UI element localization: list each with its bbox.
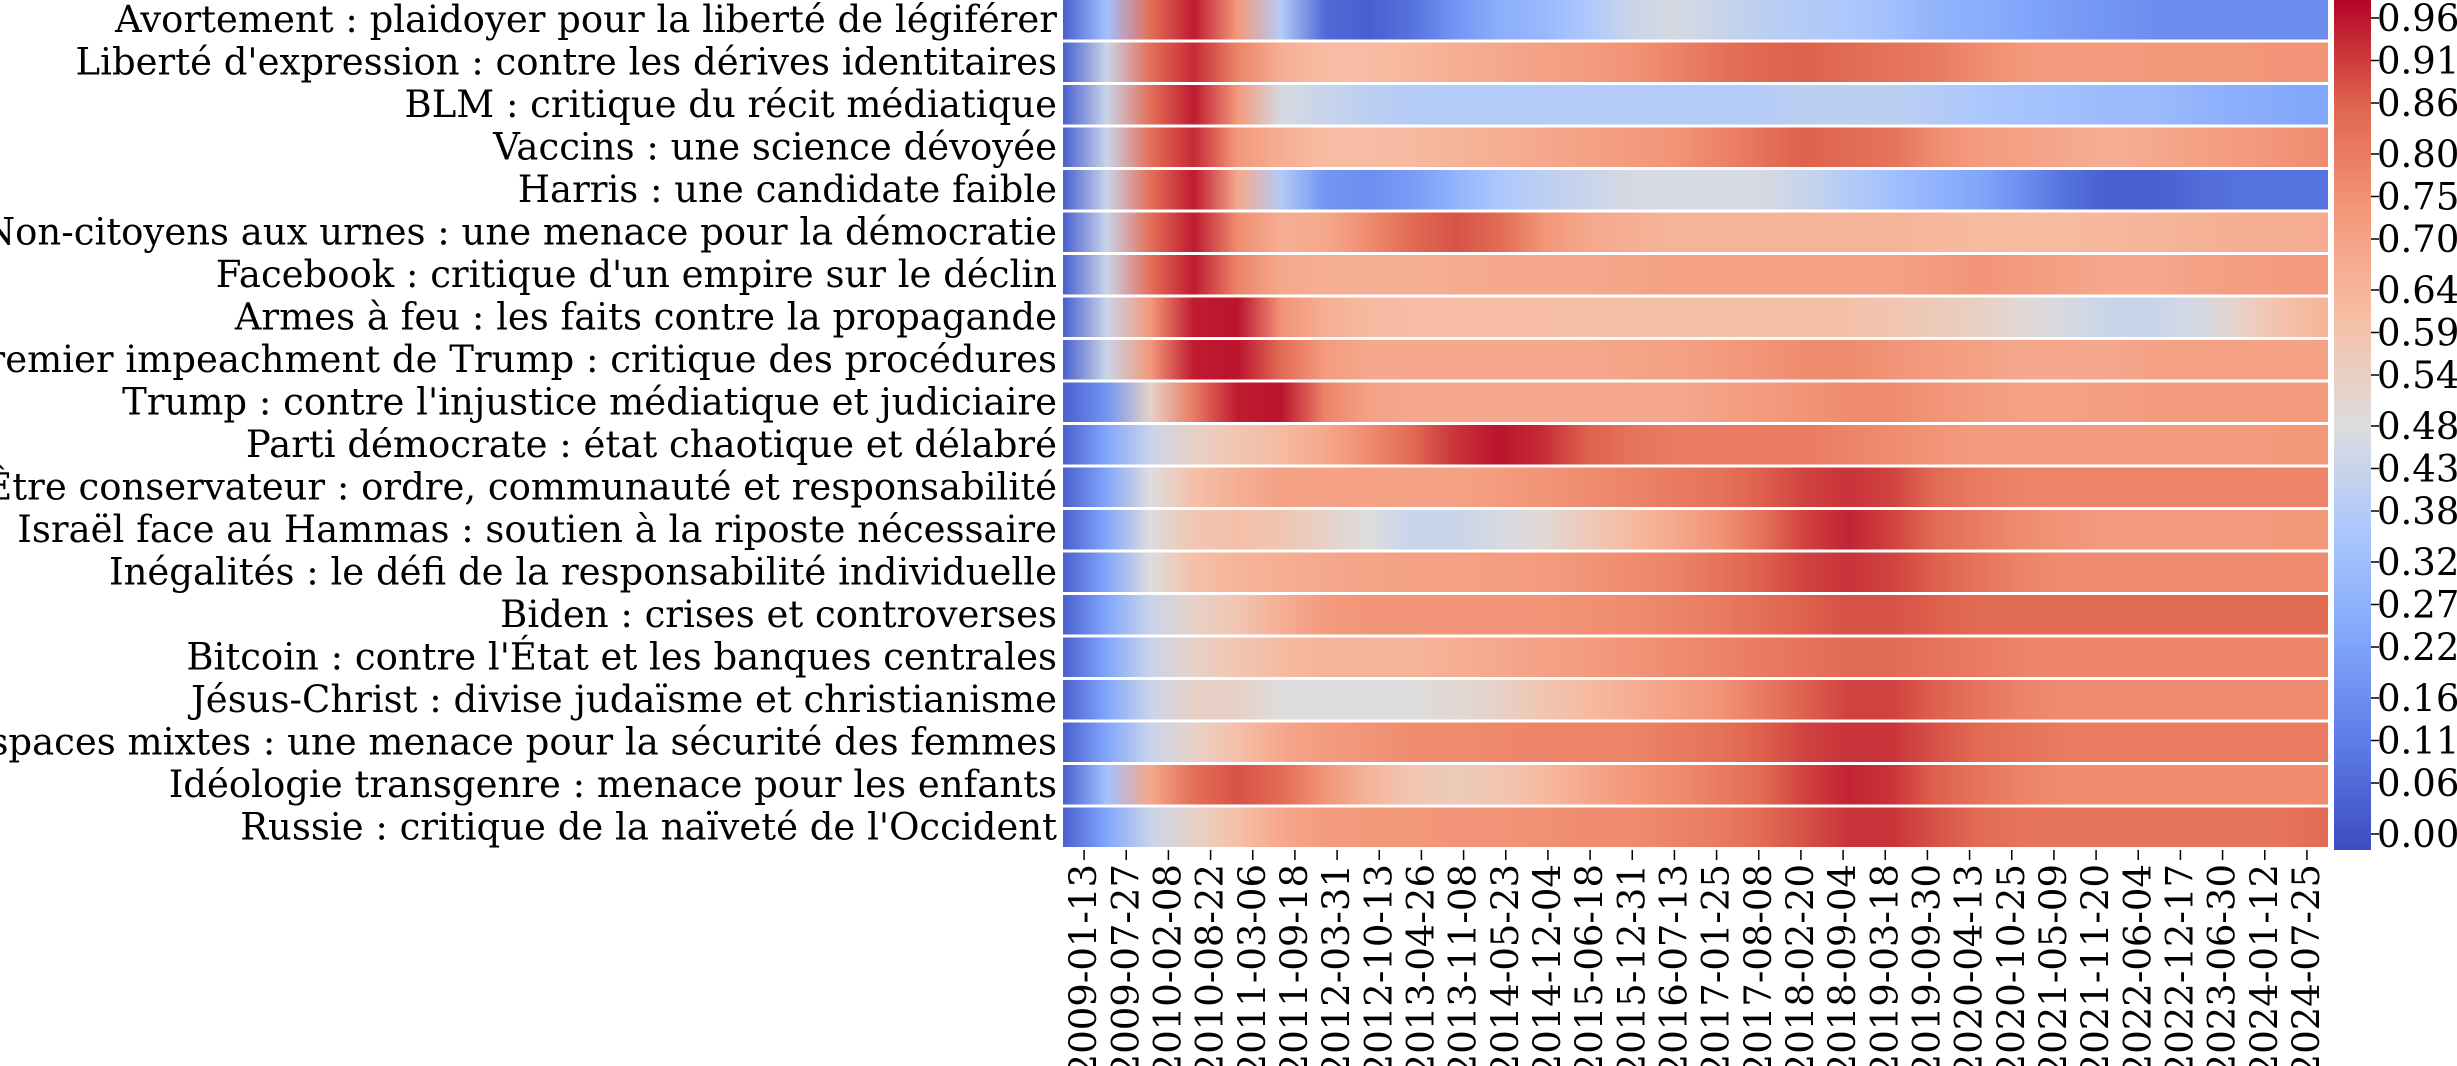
- row-label: Harris : une candidate faible: [518, 168, 1057, 211]
- colorbar-tick-label: 0.16: [2377, 677, 2457, 720]
- heatmap-row: [1063, 722, 2328, 762]
- colorbar-tick-label: 0.11: [2377, 720, 2457, 763]
- colorbar-tick-label: 0.06: [2377, 762, 2457, 805]
- heatmap-row: [1063, 212, 2328, 252]
- row-label: Inégalités : le défi de la responsabilit…: [109, 550, 1057, 593]
- x-tick-label: 2024-07-25: [2285, 864, 2328, 1066]
- row-label: Idéologie transgenre : menace pour les e…: [169, 763, 1057, 806]
- colorbar-tick-label: 0.22: [2377, 626, 2457, 669]
- x-tick-label: 2022-06-04: [2116, 864, 2159, 1066]
- x-tick-label: 2011-03-06: [1231, 864, 1274, 1066]
- x-tick-label: 2015-06-18: [1568, 864, 1611, 1066]
- heatmap-rows: [1063, 0, 2328, 847]
- row-label: Liberté d'expression : contre les dérive…: [76, 40, 1057, 83]
- x-tick-label: 2018-02-20: [1779, 864, 1822, 1066]
- row-label: Avortement : plaidoyer pour la liberté d…: [114, 0, 1057, 41]
- heatmap-row: [1063, 0, 2328, 40]
- colorbar-tick-label: 0.75: [2377, 176, 2457, 219]
- colorbar-tick-label: 0.91: [2377, 40, 2457, 83]
- x-tick-label: 2019-03-18: [1863, 864, 1906, 1066]
- row-labels: Avortement : plaidoyer pour la liberté d…: [0, 0, 1057, 848]
- x-tick-label: 2016-07-13: [1652, 864, 1695, 1066]
- x-tick-label: 2009-07-27: [1104, 864, 1147, 1066]
- heatmap-row: [1063, 382, 2328, 422]
- x-tick-label: 2012-03-31: [1315, 864, 1358, 1066]
- row-label: Trump : contre l'injustice médiatique et…: [122, 380, 1057, 423]
- colorbar-tick-label: 0.00: [2377, 813, 2457, 856]
- heatmap-row: [1063, 127, 2328, 167]
- colorbar-tick-label: 0.54: [2377, 354, 2457, 397]
- x-tick-label: 2013-11-08: [1442, 864, 1485, 1066]
- row-label: Facebook : critique d'un empire sur le d…: [216, 253, 1057, 296]
- x-tick-label: 2017-08-08: [1737, 864, 1780, 1066]
- heatmap-row: [1063, 807, 2328, 847]
- colorbar-tick-label: 0.38: [2377, 490, 2457, 533]
- heatmap-row: [1063, 765, 2328, 805]
- row-label: Armes à feu : les faits contre la propag…: [234, 295, 1057, 338]
- colorbar-tick-label: 0.86: [2377, 82, 2457, 125]
- x-tick-label: 2009-01-13: [1062, 864, 1105, 1066]
- x-tick-label: 2021-11-20: [2074, 864, 2117, 1066]
- row-label: Parti démocrate : état chaotique et déla…: [246, 423, 1057, 466]
- x-tick-label: 2022-12-17: [2158, 864, 2201, 1066]
- colorbar-tick-label: 0.80: [2377, 133, 2457, 176]
- row-label: Vaccins : une science dévoyée: [492, 125, 1057, 168]
- heatmap-row: [1063, 170, 2328, 210]
- row-label: Bitcoin : contre l'État et les banques c…: [186, 634, 1057, 678]
- colorbar-tick-label: 0.27: [2377, 584, 2457, 627]
- row-label: Être conservateur : ordre, communauté et…: [0, 464, 1057, 508]
- row-label: Biden : crises et controverses: [500, 593, 1057, 636]
- x-tick-label: 2017-01-25: [1695, 864, 1738, 1066]
- row-label: Non-citoyens aux urnes : une menace pour…: [0, 210, 1057, 253]
- x-tick-label: 2014-05-23: [1484, 864, 1527, 1066]
- row-label: BLM : critique du récit médiatique: [405, 83, 1057, 126]
- x-tick-label: 2020-10-25: [1990, 864, 2033, 1066]
- heatmap-row: [1063, 425, 2328, 465]
- row-label: Premier impeachment de Trump : critique …: [0, 338, 1057, 381]
- x-tick-label: 2013-04-26: [1399, 864, 1442, 1066]
- row-label: Jésus-Christ : divise judaïsme et christ…: [187, 678, 1057, 721]
- x-tick-label: 2011-09-18: [1273, 864, 1316, 1066]
- x-tick-label: 2012-10-13: [1357, 864, 1400, 1066]
- x-tick-label: 2024-01-12: [2243, 864, 2286, 1066]
- row-label: Israël face au Hammas : soutien à la rip…: [17, 508, 1057, 551]
- colorbar: [2334, 0, 2371, 850]
- colorbar-tick-label: 0.70: [2377, 218, 2457, 261]
- x-tick-label: 2019-09-30: [1905, 864, 1948, 1066]
- colorbar-tick-label: 0.48: [2377, 405, 2457, 448]
- x-tick-label: 2021-05-09: [2032, 864, 2075, 1066]
- x-tick-label: 2014-12-04: [1526, 864, 1569, 1066]
- x-tick-label: 2010-08-22: [1189, 864, 1232, 1066]
- row-label: Espaces mixtes : une menace pour la sécu…: [0, 720, 1057, 763]
- colorbar-tick-label: 0.32: [2377, 541, 2457, 584]
- heatmap-row: [1063, 42, 2328, 82]
- colorbar-tick-label: 0.64: [2377, 269, 2457, 312]
- x-tick-label: 2010-02-08: [1146, 864, 1189, 1066]
- x-tick-label: 2015-12-31: [1610, 864, 1653, 1066]
- heatmap-row: [1063, 467, 2328, 507]
- heatmap-row: [1063, 680, 2328, 720]
- x-tick-labels: 2009-01-13 2009-07-27 2010-02-08 2010-08-22…: [1062, 850, 2328, 1066]
- heatmap-row: [1063, 595, 2328, 635]
- heatmap-row: [1063, 255, 2328, 295]
- x-tick-label: 2020-04-13: [1948, 864, 1991, 1066]
- heatmap-row: [1063, 637, 2328, 677]
- x-tick-label: 2018-09-04: [1821, 864, 1864, 1066]
- heatmap-row: [1063, 552, 2328, 592]
- colorbar-tick-label: 0.59: [2377, 312, 2457, 355]
- colorbar-tick-label: 0.43: [2377, 448, 2457, 491]
- heatmap-row: [1063, 297, 2328, 337]
- heatmap-row: [1063, 510, 2328, 550]
- row-label: Russie : critique de la naïveté de l'Occ…: [240, 805, 1057, 848]
- x-tick-label: 2023-06-30: [2201, 864, 2244, 1066]
- colorbar-tick-label: 0.96: [2377, 0, 2457, 40]
- heatmap-row: [1063, 85, 2328, 125]
- colorbar-ticks: 0.00 0.060.110.16 0.220.270.32 0.380.430.48…: [2371, 0, 2457, 856]
- heatmap-row: [1063, 340, 2328, 380]
